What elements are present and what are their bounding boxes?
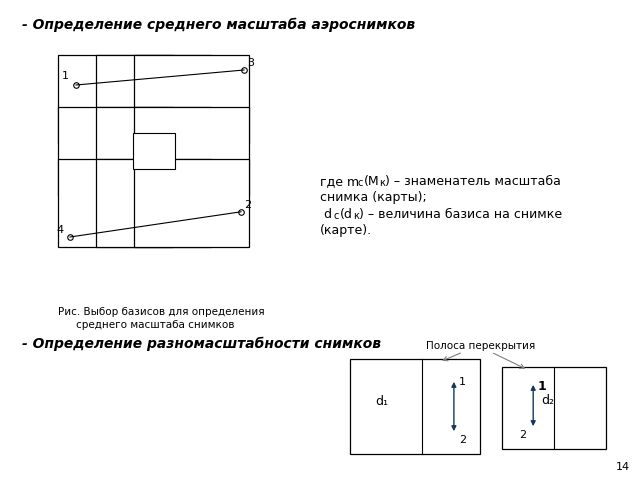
Text: c: c — [334, 211, 339, 221]
Text: к: к — [353, 211, 359, 221]
Text: 1: 1 — [62, 71, 69, 81]
Text: (M: (M — [364, 175, 380, 188]
Bar — [96, 55, 211, 143]
Bar — [134, 159, 249, 247]
Text: d: d — [320, 208, 332, 221]
Text: снимка (карты);: снимка (карты); — [320, 191, 427, 204]
Bar — [58, 159, 173, 247]
Text: где m: где m — [320, 175, 359, 188]
Text: ) – величина базиса на снимке: ) – величина базиса на снимке — [359, 208, 562, 221]
Bar — [58, 55, 173, 143]
Text: 14: 14 — [616, 462, 630, 472]
Text: (карте).: (карте). — [320, 224, 372, 237]
Text: среднего масштаба снимков: среднего масштаба снимков — [76, 320, 234, 330]
Text: ) – знаменатель масштаба: ) – знаменатель масштаба — [385, 175, 561, 188]
Text: Полоса перекрытия: Полоса перекрытия — [426, 341, 536, 351]
Bar — [96, 159, 211, 247]
Text: 1: 1 — [537, 380, 546, 393]
Text: 4: 4 — [56, 225, 63, 235]
Bar — [96, 107, 211, 195]
Text: (d: (d — [340, 208, 353, 221]
Bar — [502, 367, 606, 449]
Text: 1: 1 — [459, 377, 466, 387]
Text: - Определение среднего масштаба аэроснимков: - Определение среднего масштаба аэросним… — [22, 18, 415, 32]
Text: c: c — [358, 178, 364, 188]
Text: Рис. Выбор базисов для определения: Рис. Выбор базисов для определения — [58, 307, 264, 317]
Text: d₂: d₂ — [541, 394, 554, 407]
Bar — [58, 107, 173, 195]
Text: d₁: d₁ — [375, 395, 388, 408]
Text: 2: 2 — [459, 435, 466, 445]
Text: - Определение разномасштабности снимков: - Определение разномасштабности снимков — [22, 337, 381, 351]
Bar — [132, 133, 175, 169]
Bar — [134, 107, 249, 195]
Text: 2: 2 — [244, 200, 251, 210]
Text: 3: 3 — [247, 58, 254, 68]
Bar — [350, 359, 480, 454]
Text: к: к — [379, 178, 385, 188]
Bar — [134, 55, 249, 143]
Text: 2: 2 — [519, 430, 526, 440]
